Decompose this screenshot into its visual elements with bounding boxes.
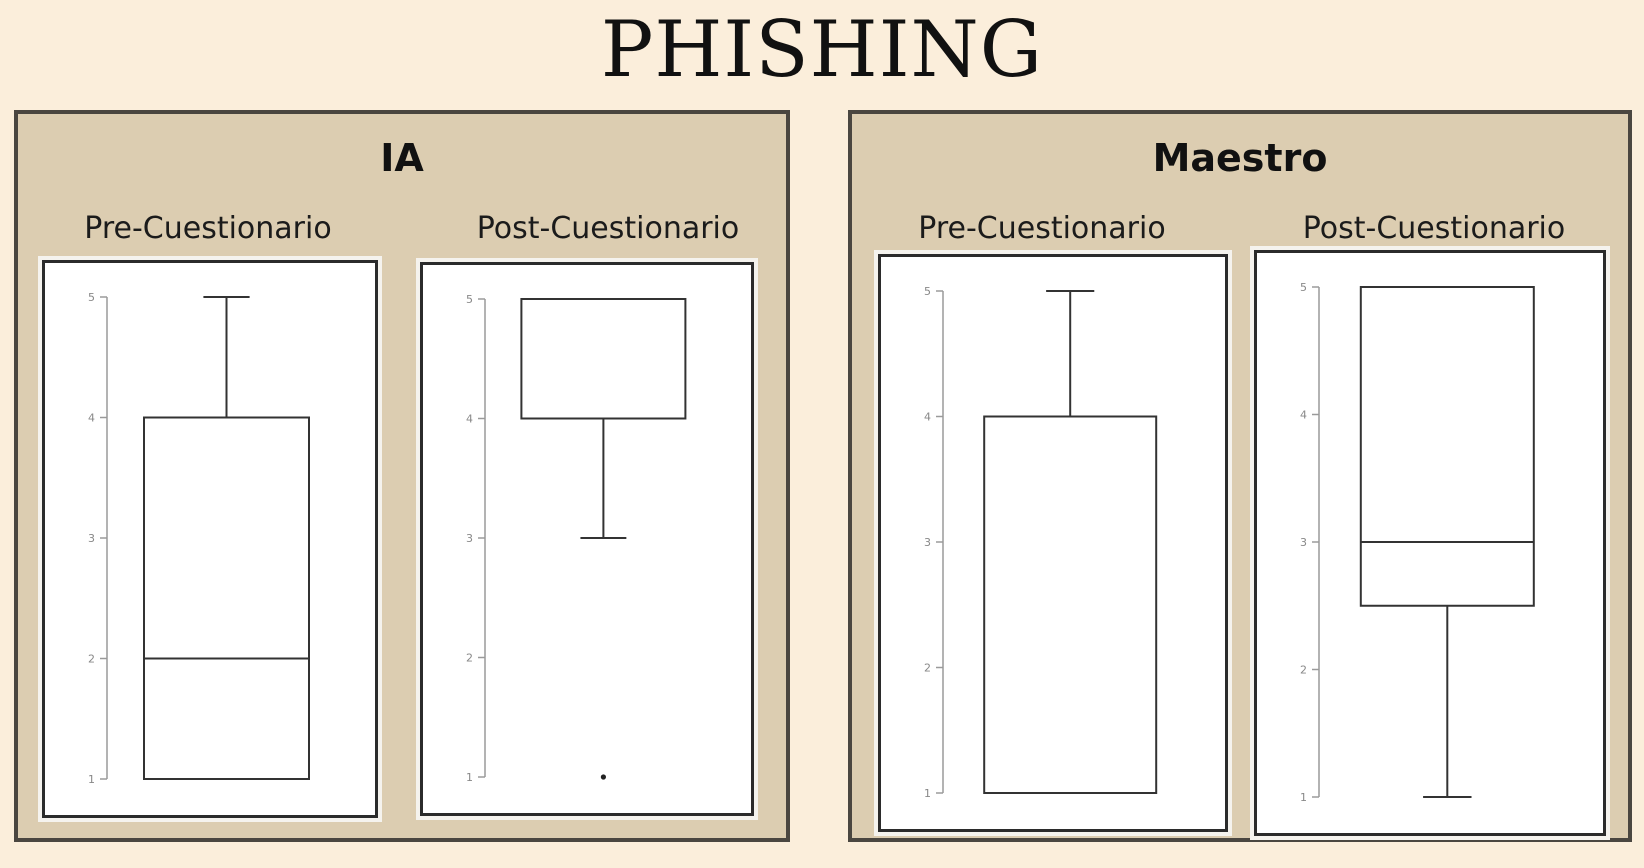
maestro-pre-label: Pre-Cuestionario (918, 211, 1166, 246)
y-tick-label: 4 (88, 412, 95, 425)
maestro-panel-title: Maestro (1152, 136, 1328, 180)
ia-pre-boxplot-svg: 1 2 3 4 5 (88, 291, 310, 786)
ia-panel-title: IA (380, 136, 424, 180)
y-tick-label: 3 (1300, 536, 1307, 549)
y-tick-label: 3 (466, 532, 473, 545)
iqr-box (520, 298, 687, 420)
y-tick-label: 1 (466, 771, 473, 784)
y-tick-label: 5 (88, 291, 95, 304)
maestro-panel: Maestro Pre-Cuestionario Post-Cuestionar… (848, 110, 1632, 842)
y-tick-label: 4 (466, 413, 473, 426)
y-tick-label: 5 (924, 285, 931, 298)
y-tick-label: 4 (1300, 409, 1307, 422)
ia-post-boxplot: 1 2 3 4 5 (420, 262, 754, 816)
iqr-box (143, 416, 310, 780)
y-tick-label: 1 (88, 773, 95, 786)
maestro-pre-boxplot-svg: 1 2 3 4 5 (924, 285, 1158, 800)
ia-post-label: Post-Cuestionario (476, 211, 740, 246)
y-tick-label: 4 (924, 411, 931, 424)
y-tick-label: 3 (924, 536, 931, 549)
y-tick-label: 2 (924, 662, 931, 675)
iqr-box (983, 415, 1158, 794)
ia-panel: IA Pre-Cuestionario Post-Cuestionario 1 2… (14, 110, 790, 842)
ia-pre-label: Pre-Cuestionario (84, 211, 332, 246)
y-tick-label: 5 (466, 293, 473, 306)
ia-pre-boxplot: 1 2 3 4 5 (42, 260, 378, 818)
ia-post-boxplot-svg: 1 2 3 4 5 (466, 293, 687, 784)
outlier-point (600, 774, 606, 780)
iqr-box (1359, 286, 1535, 607)
y-tick-label: 2 (466, 652, 473, 665)
y-tick-label: 5 (1300, 281, 1307, 294)
y-tick-label: 2 (1300, 664, 1307, 677)
y-tick-label: 2 (88, 653, 95, 666)
maestro-post-label: Post-Cuestionario (1302, 211, 1566, 246)
maestro-post-boxplot: 1 2 3 4 5 (1254, 250, 1606, 836)
page-title: PHISHING (600, 5, 1044, 95)
maestro-pre-boxplot: 1 2 3 4 5 (878, 254, 1228, 832)
maestro-post-boxplot-svg: 1 2 3 4 5 (1300, 281, 1535, 804)
y-tick-label: 1 (924, 787, 931, 800)
y-tick-label: 3 (88, 532, 95, 545)
y-tick-label: 1 (1300, 791, 1307, 804)
